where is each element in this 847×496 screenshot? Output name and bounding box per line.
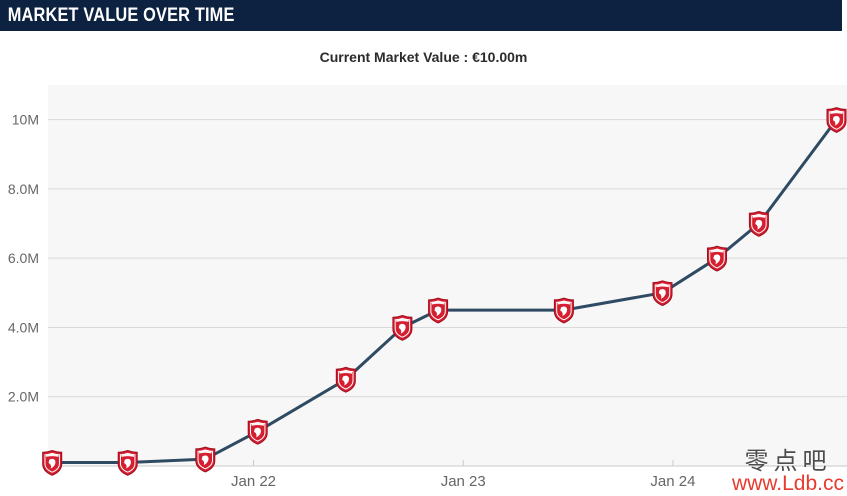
data-point-marker-club-crest-icon[interactable] xyxy=(652,280,673,307)
data-point-marker-club-crest-icon[interactable] xyxy=(553,297,574,324)
data-point-marker-club-crest-icon[interactable] xyxy=(392,314,413,341)
crest-horse-figure xyxy=(48,458,56,469)
crest-horse-figure xyxy=(832,115,840,126)
crest-horse-figure xyxy=(560,306,568,317)
data-point-marker-club-crest-icon[interactable] xyxy=(42,449,63,476)
panel-title: MARKET VALUE OVER TIME xyxy=(7,4,235,26)
crest-banner xyxy=(339,370,352,374)
crest-horse-figure xyxy=(434,306,442,317)
crest-banner xyxy=(431,301,445,305)
crest-banner xyxy=(251,422,264,426)
crest-banner xyxy=(710,249,724,253)
plot-area xyxy=(48,85,847,466)
crest-banner xyxy=(830,110,843,114)
x-tick-label: Jan 23 xyxy=(441,473,486,490)
crest-horse-figure xyxy=(658,289,666,299)
x-tick-label: Jan 22 xyxy=(231,473,276,490)
y-tick-label: 8.0M xyxy=(8,181,39,197)
y-tick-label: 10M xyxy=(12,112,39,128)
x-tick-label: Jan 24 xyxy=(650,473,695,490)
crest-horse-figure xyxy=(342,375,350,386)
crest-horse-figure xyxy=(201,455,209,466)
data-point-marker-club-crest-icon[interactable] xyxy=(117,449,138,476)
watermark-cn-text: 零点吧 xyxy=(744,447,832,475)
crest-banner xyxy=(46,453,59,457)
crest-banner xyxy=(396,318,409,322)
data-point-marker-club-crest-icon[interactable] xyxy=(247,418,268,445)
data-point-marker-club-crest-icon[interactable] xyxy=(335,366,356,393)
crest-horse-figure xyxy=(124,458,131,469)
data-point-marker-club-crest-icon[interactable] xyxy=(195,446,216,473)
y-tick-label: 2.0M xyxy=(8,389,39,405)
data-point-marker-club-crest-icon[interactable] xyxy=(748,210,769,237)
crest-banner xyxy=(121,453,134,457)
crest-banner xyxy=(199,450,212,454)
crest-horse-figure xyxy=(755,219,763,230)
y-tick-label: 6.0M xyxy=(8,250,39,266)
crest-banner xyxy=(557,301,571,305)
data-point-marker-club-crest-icon[interactable] xyxy=(707,245,727,272)
crest-horse-figure xyxy=(254,427,261,438)
panel-header: MARKET VALUE OVER TIME xyxy=(0,0,842,31)
crest-banner xyxy=(656,284,669,288)
crest-banner xyxy=(752,214,766,218)
data-point-marker-club-crest-icon[interactable] xyxy=(826,107,847,133)
watermark: 零点吧 www.Ldb.cc xyxy=(732,449,844,494)
crest-horse-figure xyxy=(713,254,721,265)
data-point-marker-club-crest-icon[interactable] xyxy=(428,297,449,324)
watermark-url-text: www.Ldb.cc xyxy=(731,472,844,495)
crest-horse-figure xyxy=(398,323,406,334)
current-market-value-subtitle: Current Market Value : €10.00m xyxy=(319,49,528,65)
y-tick-label: 4.0M xyxy=(8,319,39,335)
